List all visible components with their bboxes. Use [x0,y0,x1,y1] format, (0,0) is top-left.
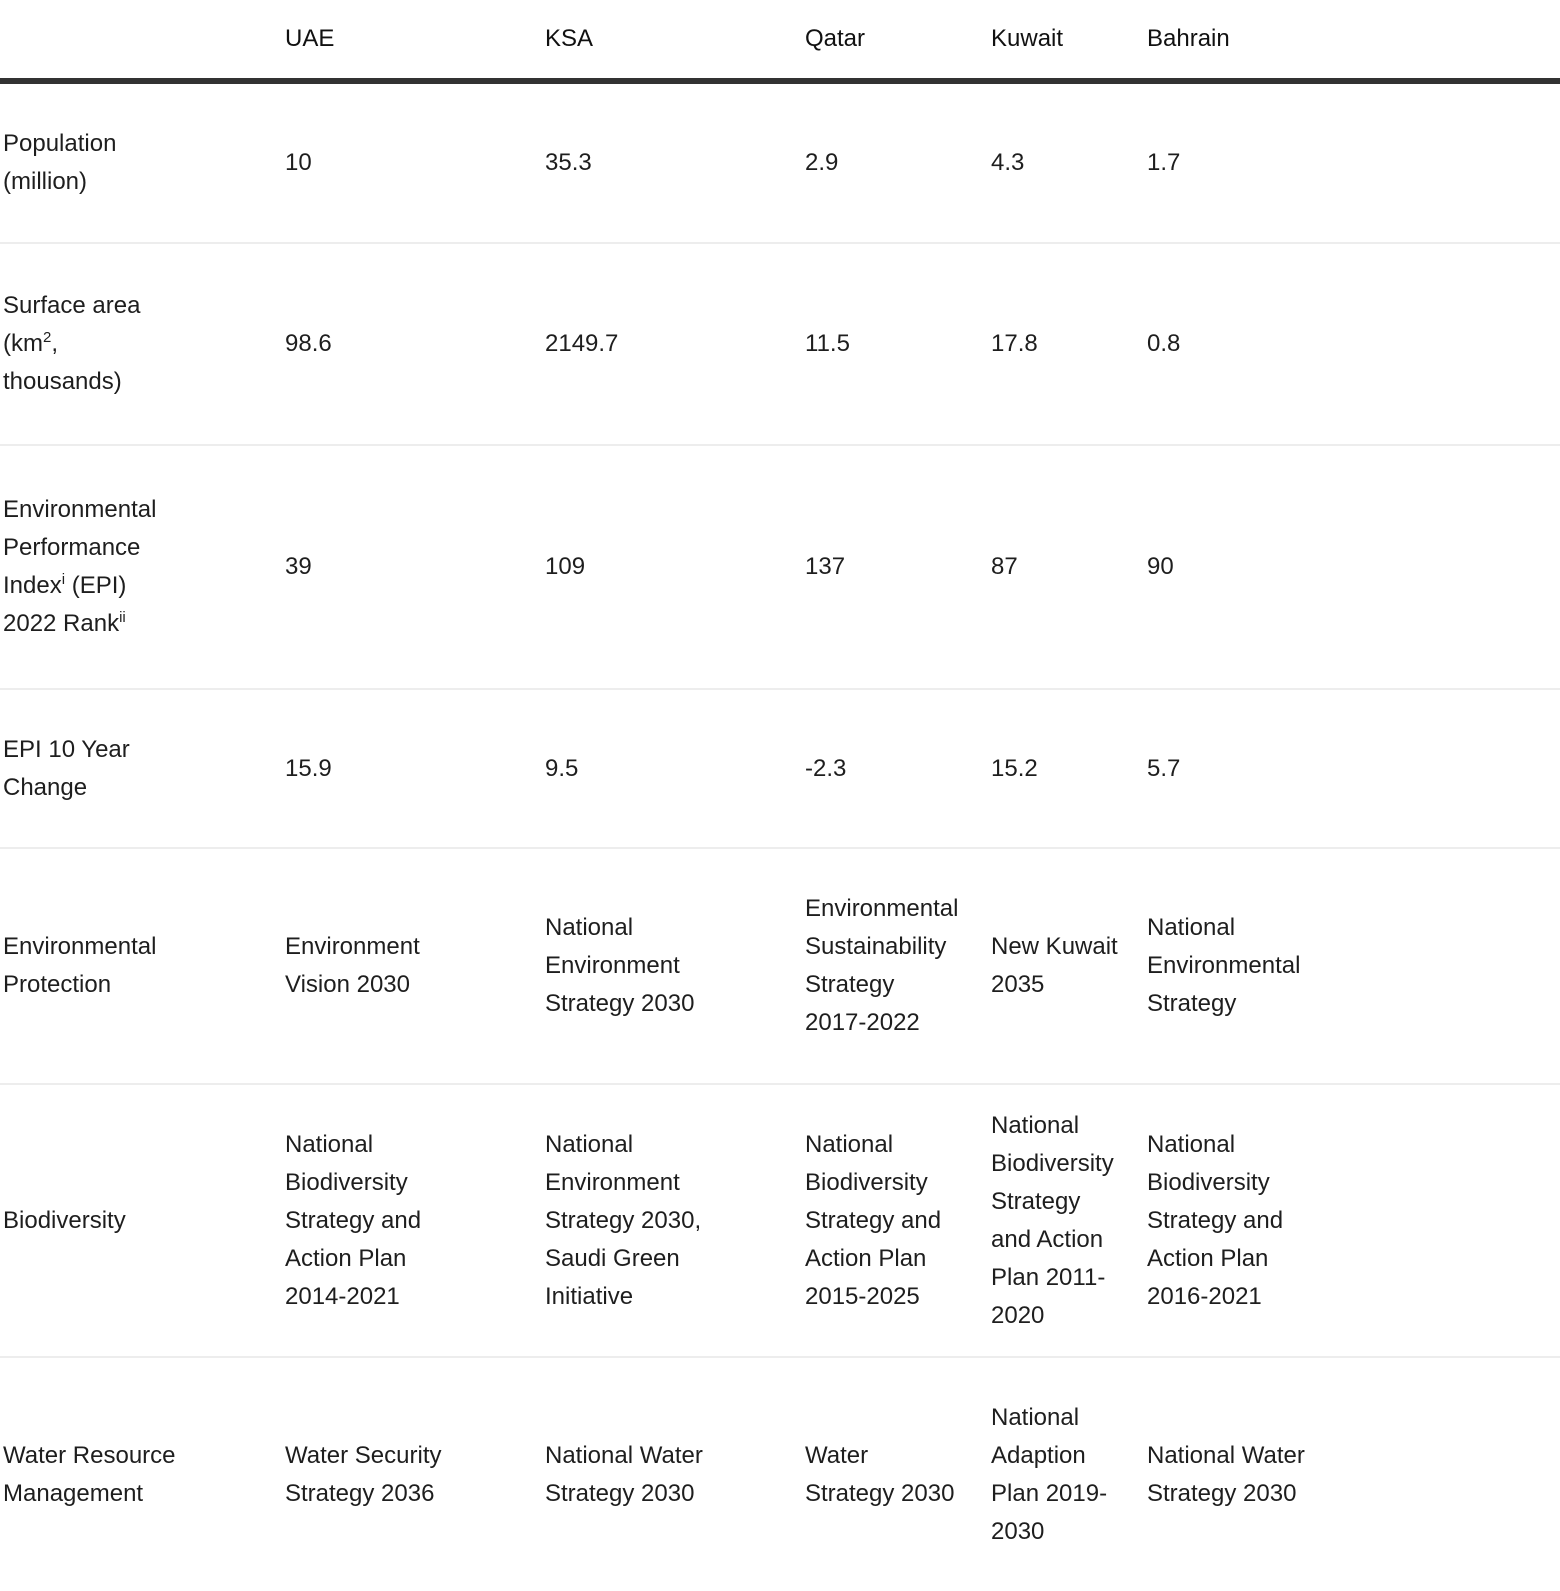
table-cell: 2.9 [805,149,839,176]
footnote-marker-ii: ii [119,609,126,626]
table-cell: National Water Strategy 2030 [523,1356,784,1591]
column-header-kuwait: Kuwait [970,0,1126,84]
table-cell: National Biodiversity Strategy and Actio… [1126,1083,1560,1357]
table-row-biodiversity: Biodiversity National Biodiversity Strat… [0,1083,1560,1357]
table-cell: National Adaption Plan 2019-2030 [970,1356,1126,1591]
column-header-bahrain: Bahrain [1126,0,1560,84]
row-label-epi-rank: Environmental Performance Indexi (EPI) 2… [0,444,262,689]
table-cell: 87 [970,444,1126,689]
table-cell: 15.2 [970,688,1126,848]
table-cell: New Kuwait 2035 [970,847,1126,1084]
table-cell: 9.5 [523,688,784,848]
table-cell: 0.8 [1126,242,1560,445]
table-cell: 90 [1126,444,1560,689]
table-cell: National Water Strategy 2030 [1126,1356,1560,1591]
row-label-water-resource-management: Water Resource Management [0,1356,262,1591]
row-label-population: Population (million) [3,130,117,195]
table-cell: 2149.7 [523,242,784,445]
table-cell: 4.3 [991,149,1025,176]
table-cell: 11.5 [784,242,970,445]
table-cell: National Biodiversity Strategy and Actio… [970,1083,1126,1357]
column-header-ksa: KSA [523,0,784,84]
table-cell: 137 [784,444,970,689]
table-cell: 39 [262,444,523,689]
table-cell: 35.3 [545,149,592,176]
table-cell: 109 [523,444,784,689]
table-cell: 10 [285,149,312,176]
table-cell: 98.6 [262,242,523,445]
table-row-epi-rank: Environmental Performance Indexi (EPI) 2… [0,444,1560,689]
table-row-water-resource-management: Water Resource Management Water Security… [0,1356,1560,1591]
row-label-surface-area: Surface area (km2, thousands) [0,242,262,445]
table-cell: 5.7 [1126,688,1560,848]
row-label-epi-change: EPI 10 Year Change [0,688,262,848]
table-cell: National Biodiversity Strategy and Actio… [262,1083,523,1357]
table-cell: 1.7 [1147,149,1181,176]
row-label-environmental-protection: Environmental Protection [0,847,262,1084]
column-header-uae: UAE [262,0,523,84]
table-cell: National Environmental Strategy [1126,847,1560,1084]
table-cell: -2.3 [784,688,970,848]
table-cell: Water Strategy 2030 [784,1356,970,1591]
column-header-blank [0,0,262,84]
table-cell: National Environment Strategy 2030 [523,847,784,1084]
table-cell: 17.8 [970,242,1126,445]
table-row-surface-area: Surface area (km2, thousands) 98.6 2149.… [0,242,1560,445]
superscript: 2 [42,329,52,346]
header-row: UAE KSA Qatar Kuwait Bahrain [0,0,1560,84]
table-row-epi-change: EPI 10 Year Change 15.9 9.5 -2.3 15.2 5.… [0,688,1560,848]
table-row-environmental-protection: Environmental Protection Environment Vis… [0,847,1560,1084]
table-row-population: Population (million) 10 35.3 2.9 4.3 1.7 [0,81,1560,243]
table-cell: 15.9 [262,688,523,848]
table-cell: Water Security Strategy 2036 [262,1356,523,1591]
table-cell: National Environment Strategy 2030, Saud… [523,1083,784,1357]
row-label-biodiversity: Biodiversity [0,1083,262,1357]
table-cell: Environment Vision 2030 [262,847,523,1084]
table-cell: Environmental Sustainability Strategy 20… [784,847,970,1084]
column-header-qatar: Qatar [784,0,970,84]
table-cell: National Biodiversity Strategy and Actio… [784,1083,970,1357]
footnote-marker-i: i [61,571,66,588]
